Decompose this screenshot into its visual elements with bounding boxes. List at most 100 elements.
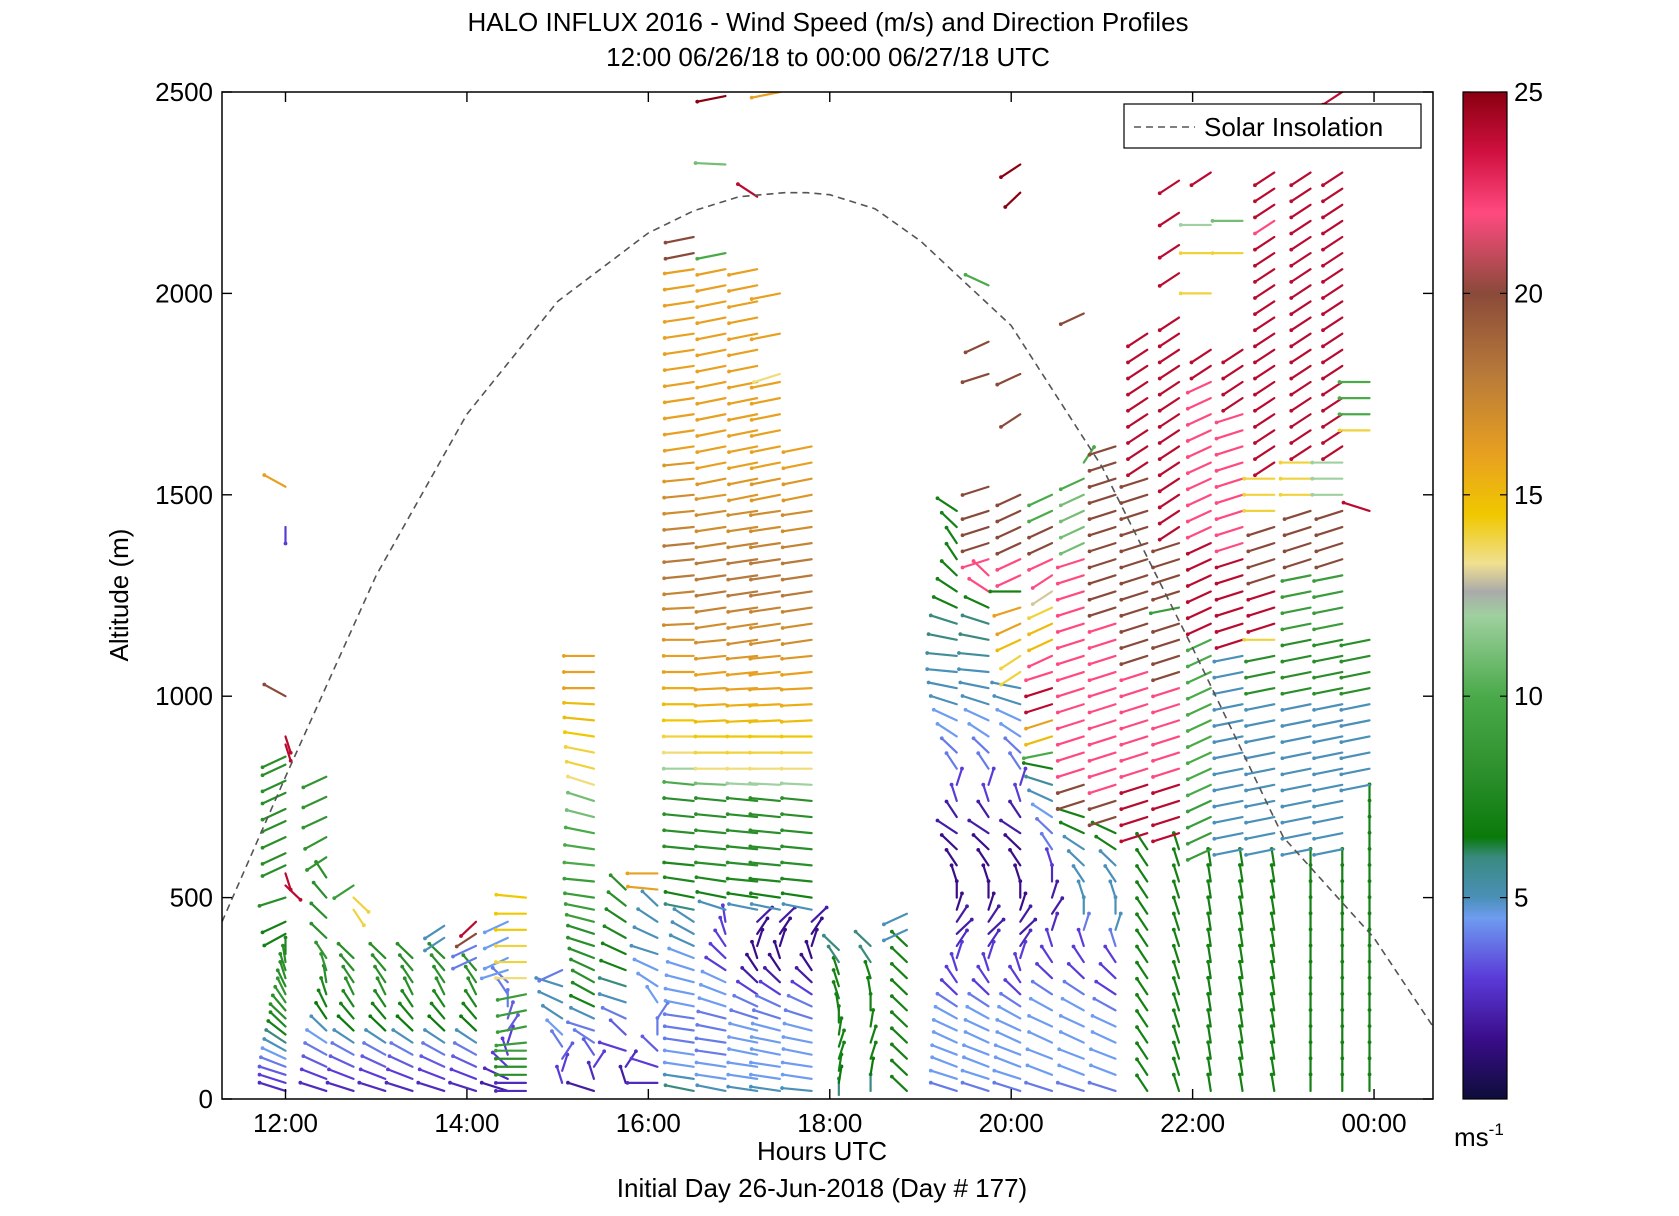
wind-arrow	[1119, 574, 1149, 586]
wind-arrow	[1253, 203, 1276, 220]
wind-arrow	[368, 1014, 387, 1032]
wind-arrow	[1087, 542, 1117, 554]
wind-arrow	[1094, 979, 1117, 996]
wind-arrow	[1282, 525, 1312, 538]
wind-arrow	[662, 1024, 695, 1032]
wind-arrow	[661, 622, 695, 628]
wind-arrow	[960, 485, 990, 497]
wind-arrow	[1087, 751, 1117, 763]
wind-arrow	[749, 413, 781, 422]
wind-arrow	[740, 965, 759, 984]
wind-arrow	[1157, 493, 1181, 510]
wind-arrow	[1269, 943, 1276, 964]
wind-arrow	[336, 941, 355, 960]
wind-arrow	[748, 1060, 781, 1068]
x-tick-label: 14:00	[434, 1108, 499, 1138]
wind-arrow	[495, 993, 527, 1002]
wind-arrow	[1135, 944, 1149, 964]
wind-arrow	[697, 899, 727, 911]
wind-arrow	[373, 988, 387, 1008]
wind-arrow	[794, 965, 813, 984]
wind-arrow	[1269, 895, 1276, 915]
wind-arrow	[694, 558, 727, 566]
wind-arrow	[1246, 590, 1276, 602]
wind-arrow	[1253, 380, 1276, 397]
wind-arrow	[944, 799, 958, 819]
wind-arrow	[1087, 735, 1117, 747]
wind-arrow	[748, 891, 781, 899]
wind-arrow	[1312, 751, 1344, 761]
wind-arrow	[727, 316, 759, 326]
wind-arrow	[1087, 590, 1117, 602]
wind-arrow	[810, 916, 824, 935]
wind-arrow	[1289, 445, 1312, 462]
wind-arrow	[661, 766, 695, 771]
wind-arrow	[780, 812, 813, 819]
wind-arrow	[960, 372, 990, 385]
wind-arrow	[1214, 542, 1244, 554]
wind-arrow	[725, 844, 759, 851]
wind-arrow	[1214, 413, 1244, 425]
wind-arrow	[1058, 542, 1085, 556]
wind-arrow	[449, 1067, 478, 1080]
wind-arrow	[1151, 832, 1181, 844]
wind-arrow	[992, 606, 1022, 618]
wind-arrow	[749, 292, 781, 301]
wind-arrow	[432, 964, 446, 984]
wind-arrow	[1114, 911, 1123, 931]
wind-arrow	[736, 979, 759, 996]
wind-arrow	[1185, 783, 1212, 798]
wind-arrow	[397, 1001, 414, 1020]
wind-arrow	[1135, 1073, 1149, 1093]
wind-arrow	[1312, 832, 1344, 841]
wind-arrow	[1119, 606, 1149, 618]
wind-arrow	[1185, 799, 1212, 814]
colorbar-tick-label: 20	[1514, 278, 1543, 308]
wind-arrow	[506, 1000, 515, 1020]
wind-arrow	[935, 496, 958, 513]
wind-arrow	[1212, 687, 1244, 696]
wind-arrow	[606, 890, 627, 907]
x-axis-sublabel: Initial Day 26-Jun-2018 (Day # 177)	[617, 1173, 1027, 1203]
wind-arrow	[1027, 622, 1054, 637]
wind-arrow	[1214, 509, 1244, 522]
wind-arrow	[1244, 703, 1276, 712]
wind-arrow	[1253, 268, 1276, 284]
wind-arrow	[727, 332, 759, 342]
wind-arrow	[758, 979, 781, 996]
wind-arrow	[391, 1028, 414, 1044]
wind-arrow	[1119, 525, 1149, 538]
wind-arrow	[566, 923, 596, 935]
wind-arrow	[1221, 397, 1244, 413]
wind-arrow	[779, 734, 813, 739]
wind-arrow	[997, 1004, 1022, 1020]
wind-arrow	[1058, 312, 1085, 327]
wind-arrow	[1087, 525, 1117, 538]
wind-arrow	[314, 860, 328, 879]
colorbar-gradient	[1462, 91, 1508, 1100]
wind-arrow	[1021, 751, 1054, 761]
wind-arrow	[1119, 719, 1149, 731]
wind-arrow	[562, 715, 596, 722]
wind-arrow	[343, 976, 355, 996]
wind-arrow	[1087, 574, 1117, 586]
wind-arrow	[745, 952, 759, 972]
wind-arrow	[537, 969, 564, 983]
wind-arrow	[663, 1083, 695, 1093]
wind-arrow	[693, 766, 727, 771]
wind-arrow	[780, 590, 813, 598]
x-axis-ticks: 12:00 14:00 16:00 18:00 20:00 22:00 00:00	[253, 92, 1407, 1138]
wind-arrow	[694, 1060, 727, 1068]
wind-arrow	[662, 796, 695, 803]
wind-arrow	[567, 946, 596, 960]
wind-arrow	[1212, 815, 1244, 825]
wind-arrow	[1253, 332, 1276, 349]
wind-arrow	[427, 1014, 446, 1032]
wind-arrow	[987, 917, 1006, 935]
wind-arrow	[1289, 187, 1312, 204]
wind-arrow	[338, 1001, 355, 1020]
wind-arrow	[928, 613, 958, 625]
wind-arrow	[341, 988, 355, 1008]
wind-arrow	[597, 992, 627, 1004]
wind-arrow	[570, 980, 596, 996]
